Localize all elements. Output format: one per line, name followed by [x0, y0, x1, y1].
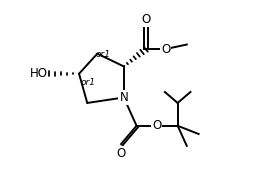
Text: or1: or1 [96, 50, 111, 59]
Text: O: O [141, 13, 150, 26]
Text: HO: HO [30, 67, 48, 80]
Text: or1: or1 [81, 78, 96, 87]
Text: O: O [152, 119, 161, 132]
Text: O: O [116, 147, 126, 160]
Text: N: N [119, 91, 128, 104]
Text: O: O [161, 43, 170, 56]
